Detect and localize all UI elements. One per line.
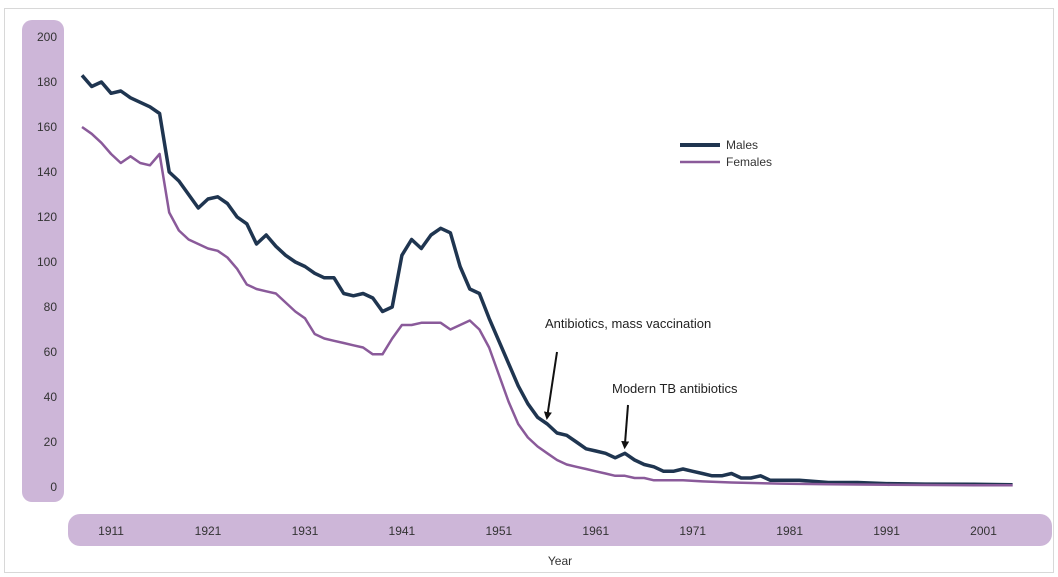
y-tick-label: 20 [44,435,58,449]
y-axis-ticks: 0 20 40 60 80 100 120 140 160 180 200 [37,30,57,494]
y-tick-label: 160 [37,120,57,134]
y-tick-label: 80 [44,300,58,314]
y-tick-label: 100 [37,255,57,269]
y-tick-label: 60 [44,345,58,359]
x-tick-label: 1911 [98,524,124,538]
legend-label-females: Females [726,155,772,169]
legend: Males Females [680,138,772,169]
annotation-modern-tb-antibiotics: Modern TB antibiotics [612,381,738,396]
y-tick-label: 40 [44,390,58,404]
y-tick-label: 0 [50,480,57,494]
x-tick-label: 1941 [389,524,416,538]
x-tick-label: 1931 [292,524,319,538]
x-axis-ticks: 1911 1921 1931 1941 1951 1961 1971 1981 1991 2001 [98,524,997,538]
series-line-females [81,125,1013,487]
x-tick-label: 1981 [776,524,803,538]
series-layer [80,74,1013,487]
annotation-arrow-modern-tb-antibiotics [621,404,630,450]
x-axis-title: Year [548,554,572,568]
y-tick-label: 200 [37,30,57,44]
chart-frame [4,8,1054,573]
x-tick-label: 2001 [970,524,997,538]
y-tick-label: 180 [37,75,57,89]
legend-label-males: Males [726,138,758,152]
y-tick-label: 120 [37,210,57,224]
series-line-males [80,74,1013,487]
annotation-antibiotics-mass-vaccination: Antibiotics, mass vaccination [545,316,711,331]
x-tick-label: 1921 [195,524,222,538]
x-tick-label: 1951 [485,524,512,538]
x-axis-band [68,514,1052,546]
x-tick-label: 1971 [679,524,706,538]
y-tick-label: 140 [37,165,57,179]
x-tick-label: 1991 [873,524,900,538]
y-axis-band [22,20,64,502]
annotation-arrow-mass-vaccination [543,351,558,420]
x-tick-label: 1961 [582,524,609,538]
